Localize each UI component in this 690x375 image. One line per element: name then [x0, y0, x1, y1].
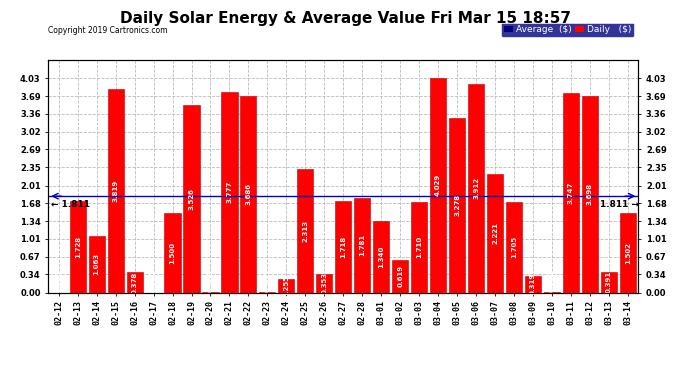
- Bar: [316, 274, 333, 292]
- Bar: [164, 213, 181, 292]
- Bar: [70, 201, 86, 292]
- Text: 1.502: 1.502: [625, 242, 631, 264]
- Bar: [184, 105, 199, 292]
- Text: 1.500: 1.500: [170, 242, 175, 264]
- Bar: [525, 276, 541, 292]
- Text: 2.313: 2.313: [302, 220, 308, 242]
- Bar: [373, 221, 389, 292]
- Bar: [563, 93, 579, 292]
- Text: 1.781: 1.781: [359, 234, 365, 256]
- Text: ← 1.811: ← 1.811: [51, 200, 90, 209]
- Legend: Average  ($), Daily   ($): Average ($), Daily ($): [501, 22, 633, 37]
- Text: Daily Solar Energy & Average Value Fri Mar 15 18:57: Daily Solar Energy & Average Value Fri M…: [119, 11, 571, 26]
- Text: 3.777: 3.777: [226, 181, 233, 203]
- Text: 3.747: 3.747: [568, 182, 574, 204]
- Text: 3.686: 3.686: [246, 183, 251, 206]
- Text: 0.255: 0.255: [284, 275, 289, 297]
- Text: 3.819: 3.819: [112, 180, 119, 202]
- Text: 0.391: 0.391: [606, 271, 612, 293]
- Text: Copyright 2019 Cartronics.com: Copyright 2019 Cartronics.com: [48, 26, 168, 35]
- Bar: [354, 198, 371, 292]
- Text: 1.728: 1.728: [75, 236, 81, 258]
- Bar: [449, 118, 465, 292]
- Text: 3.698: 3.698: [587, 183, 593, 205]
- Text: 0.002: 0.002: [549, 270, 555, 292]
- Bar: [297, 170, 313, 292]
- Bar: [582, 96, 598, 292]
- Bar: [430, 78, 446, 292]
- Text: 0.000: 0.000: [150, 270, 157, 292]
- Bar: [468, 84, 484, 292]
- Bar: [88, 236, 105, 292]
- Text: 1.811 →: 1.811 →: [600, 200, 639, 209]
- Text: 0.378: 0.378: [132, 272, 137, 294]
- Bar: [411, 201, 427, 292]
- Text: 4.029: 4.029: [435, 174, 441, 196]
- Text: 3.912: 3.912: [473, 177, 479, 200]
- Text: 0.319: 0.319: [530, 273, 536, 295]
- Bar: [487, 174, 503, 292]
- Bar: [506, 202, 522, 292]
- Bar: [601, 272, 617, 292]
- Text: 3.278: 3.278: [454, 194, 460, 216]
- Text: 1.063: 1.063: [94, 253, 99, 275]
- Text: 0.619: 0.619: [397, 265, 403, 287]
- Bar: [108, 89, 124, 292]
- Text: 1.718: 1.718: [340, 236, 346, 258]
- Text: 3.526: 3.526: [188, 188, 195, 210]
- Text: 0.353: 0.353: [322, 272, 327, 294]
- Text: 2.221: 2.221: [492, 222, 498, 245]
- Text: 0.008: 0.008: [208, 270, 213, 292]
- Bar: [240, 96, 257, 292]
- Text: 1.340: 1.340: [378, 246, 384, 268]
- Bar: [335, 201, 351, 292]
- Bar: [278, 279, 295, 292]
- Bar: [392, 260, 408, 292]
- Bar: [620, 213, 636, 292]
- Text: 1.710: 1.710: [416, 236, 422, 258]
- Bar: [126, 272, 143, 292]
- Text: 0.000: 0.000: [56, 270, 61, 292]
- Text: 1.705: 1.705: [511, 236, 517, 258]
- Bar: [221, 92, 237, 292]
- Text: 0.005: 0.005: [264, 270, 270, 292]
